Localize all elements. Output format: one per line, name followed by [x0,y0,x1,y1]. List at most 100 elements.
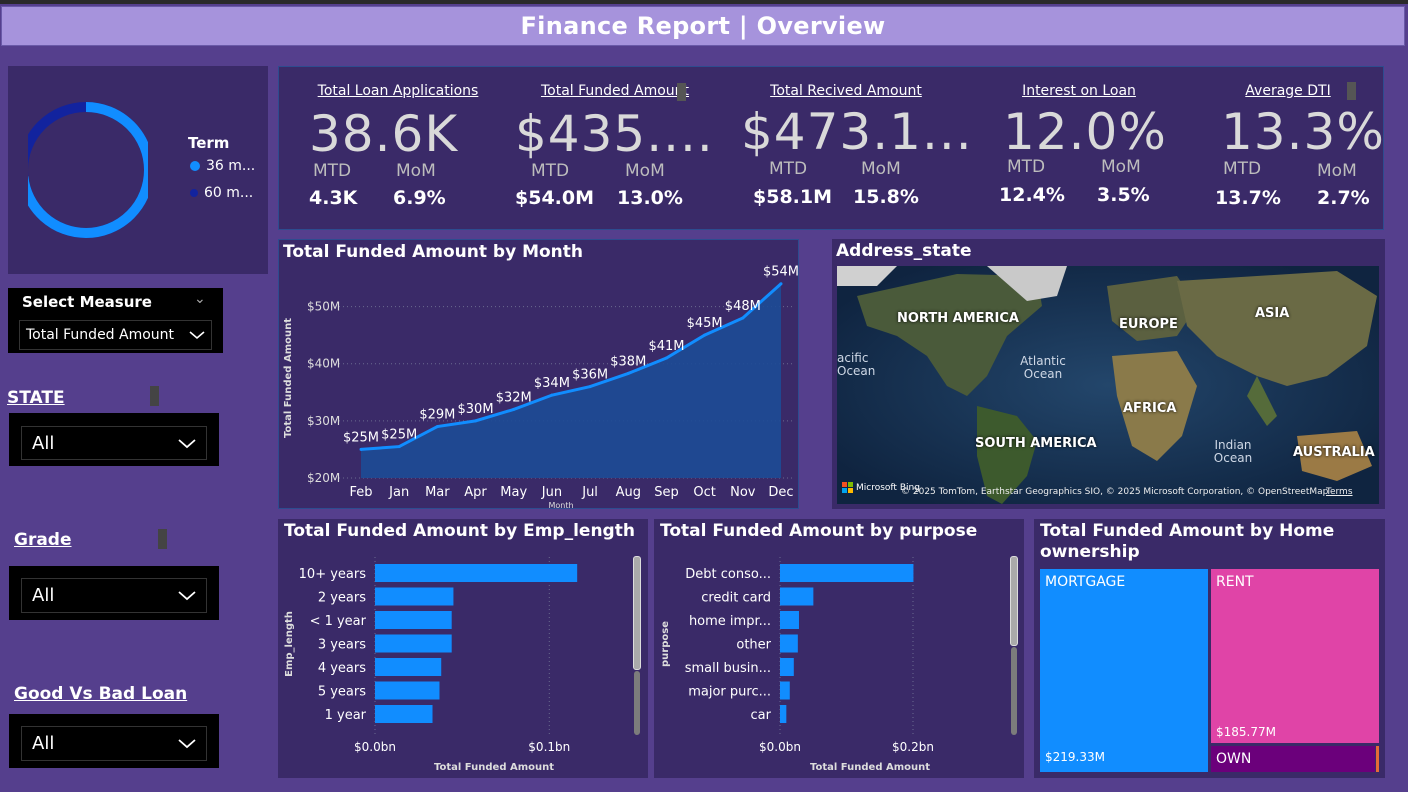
legend-item-36[interactable]: 36 m... [190,158,255,174]
funded-by-purpose-chart[interactable]: $0.0bn $0.2bn Debt conso... credit card home… [654,519,1024,778]
chevron-down-icon[interactable]: ⌄ [194,291,206,307]
treemap-tile-rent[interactable]: RENT $185.77M [1211,569,1379,743]
y-tick-label: $50M [307,300,340,314]
kpi-mtd-value: $54.0M [515,187,595,209]
kpi-title: Total Recived Amount [770,83,922,99]
tile-label: OWN [1216,751,1252,767]
grade-dropdown[interactable]: All [21,578,207,613]
treemap-tile-own[interactable]: OWN [1211,746,1375,772]
funded-by-purpose-card[interactable]: Total Funded Amount by purpose $0.0bn $0.… [654,519,1024,778]
category-label: home impr... [689,614,771,629]
kpi-interest-on-loan[interactable]: Interest on Loan 12.0% MTD MoM 12.4% 3.5… [999,67,1166,206]
bar [375,634,452,653]
x-tick-label: May [500,485,527,500]
top-strip [0,0,1408,4]
kpi-mtd-label: MTD [1223,159,1262,179]
legend-label: 60 m... [204,185,254,201]
category-label: car [751,708,772,723]
x-tick-label: Mar [425,485,450,500]
kpi-total-received-amount[interactable]: Total Recived Amount $473.1... MTD MoM $… [741,67,972,208]
scrollbar-thumb[interactable] [1010,556,1018,646]
chart-title: Total Funded Amount by purpose [660,521,978,541]
kpi-mtd-value: 12.4% [999,184,1065,206]
x-tick-label: $0.0bn [354,740,396,754]
category-label: other [736,638,771,653]
bar [780,658,794,676]
funded-by-emp-length-chart[interactable]: $0.0bn $0.1bn 10+ years 2 years < 1 year 3 ye… [278,519,648,778]
focus-mode-icon[interactable] [677,83,686,101]
term-donut-chart[interactable]: Term 36 m... 60 m... [8,66,268,274]
kpi-mom-value: 15.8% [853,186,919,208]
treemap-tile-other[interactable] [1376,746,1379,772]
loan-quality-label: Good Vs Bad Loan [14,684,188,704]
kpi-total-funded-amount[interactable]: Total Funded Amount $435.... MTD MoM $54… [515,67,715,209]
legend-dot [190,189,198,197]
select-measure-dropdown[interactable]: Total Funded Amount [19,320,212,350]
y-tick-label: $40M [307,357,340,371]
report-title-bar: Finance Report | Overview [1,6,1405,46]
kpi-average-dti[interactable]: Average DTI 13.3% MTD MoM 13.7% 2.7% [1213,67,1384,209]
donut-segment-36m[interactable] [28,102,148,238]
x-tick-label: $0.2bn [892,740,934,754]
map-canvas[interactable]: NORTH AMERICA EUROPE ASIA AFRICA SOUTH A… [837,266,1379,504]
data-label: $45M [687,316,723,331]
loan-quality-dropdown[interactable]: All [21,726,207,761]
category-label: 3 years [318,638,366,653]
term-donut[interactable] [28,98,148,246]
x-tick-label: Sep [654,485,679,500]
x-tick-label: Aug [616,485,641,500]
y-axis-title: Emp_length [284,611,295,677]
x-axis-title: Total Funded Amount [810,762,930,773]
x-tick-label: Nov [730,485,756,500]
funded-by-month-chart[interactable]: $20M $30M $40M $50M $25M Feb $25M Jan $29M Mar $30… [279,240,798,508]
focus-mode-icon[interactable] [158,529,167,549]
bar [375,611,452,629]
category-label: 5 years [318,685,366,700]
funded-by-emp-length-card[interactable]: Total Funded Amount by Emp_length $0.0bn… [278,519,648,778]
data-label: $30M [458,402,494,417]
data-label: $41M [648,339,684,354]
focus-mode-icon[interactable] [150,386,159,406]
state-dropdown[interactable]: All [21,426,207,460]
map-terms-link[interactable]: Terms [1326,487,1353,497]
kpi-title: Average DTI [1245,83,1331,99]
kpi-mtd-label: MTD [769,159,808,179]
map-label: EUROPE [1119,317,1178,332]
legend-item-60[interactable]: 60 m... [190,185,253,201]
tile-label: MORTGAGE [1045,574,1126,590]
kpi-mtd-label: MTD [531,161,570,181]
scrollbar-track[interactable] [1011,647,1017,735]
data-point [741,316,745,320]
scrollbar-track[interactable] [634,671,640,735]
kpi-mom-value: 2.7% [1317,187,1370,209]
focus-mode-icon[interactable] [1347,82,1356,100]
kpi-total-loan-applications[interactable]: Total Loan Applications 38.6K MTD MoM 4.… [303,67,493,209]
kpi-value: 12.0% [1003,103,1167,161]
kpi-mom-label: MoM [396,161,436,181]
loan-quality-slicer: All [9,714,219,768]
funded-by-home-ownership-card[interactable]: Total Funded Amount by Home ownership MO… [1034,519,1385,778]
funded-by-month-card[interactable]: Total Funded Amount by Month $20M $30M $40… [278,239,799,509]
map-label: AUSTRALIA [1293,445,1375,460]
map-title: Address_state [836,241,972,261]
chevron-down-icon [178,591,196,601]
select-measure-slicer: Select Measure ⌄ Total Funded Amount [8,288,223,353]
data-label: $32M [496,390,532,405]
x-tick-label: $0.1bn [528,740,570,754]
scrollbar-thumb[interactable] [633,556,641,670]
state-slicer: All [9,413,219,466]
map-label: AFRICA [1123,401,1177,416]
address-state-map-card[interactable]: Address_state NORTH AMERICA EUROPE ASIA … [832,239,1385,509]
treemap-tile-mortgage[interactable]: MORTGAGE $219.33M [1040,569,1208,772]
x-tick-label: Feb [349,485,372,500]
map-ocean-label: Atlantic Ocean [1020,354,1066,381]
data-label: $29M [419,408,455,423]
kpi-mtd-value: $58.1M [753,186,833,208]
y-axis-title: purpose [660,621,671,667]
data-label: $25M [343,430,379,445]
legend-title: Term [188,134,230,152]
dropdown-value: All [32,432,55,454]
kpi-mom-label: MoM [1101,157,1141,177]
bar [780,634,798,653]
data-point [779,282,783,286]
